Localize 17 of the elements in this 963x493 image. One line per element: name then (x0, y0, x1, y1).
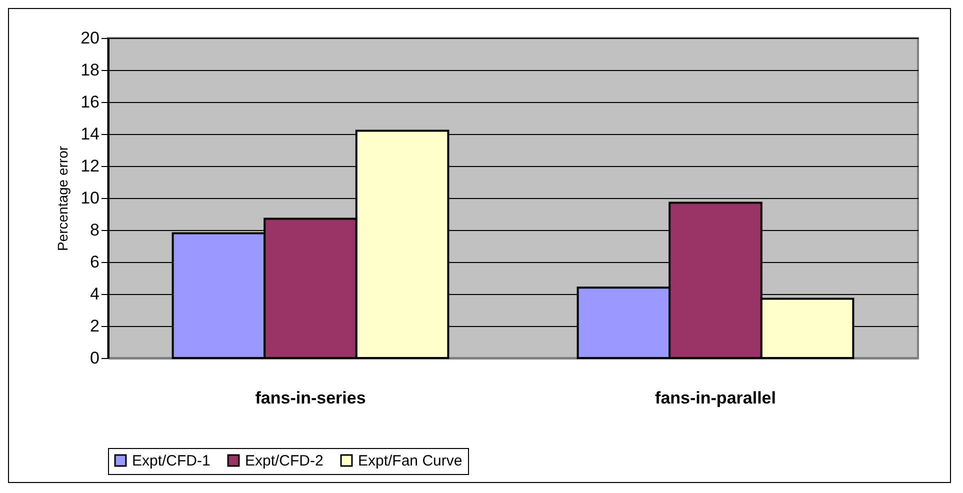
y-tick-label: 20 (80, 28, 100, 48)
legend-label: Expt/Fan Curve (358, 452, 462, 470)
legend-label: Expt/CFD-1 (132, 452, 210, 470)
y-tick-label: 4 (90, 284, 100, 304)
y-tick-label: 8 (90, 220, 100, 240)
x-tick-label: fans-in-parallel (655, 388, 776, 408)
y-tick-label: 16 (80, 92, 100, 112)
y-tick-label: 14 (80, 124, 100, 144)
y-tick-label: 18 (80, 60, 100, 80)
y-tick-label: 10 (80, 188, 100, 208)
y-tick-label: 6 (90, 252, 100, 272)
y-axis-title: Percentage error (54, 146, 71, 252)
y-tick-label: 12 (80, 156, 100, 176)
y-tick-label: 0 (90, 348, 100, 368)
x-tick-label: fans-in-series (255, 388, 366, 408)
legend-label: Expt/CFD-2 (245, 452, 324, 470)
y-tick-label: 2 (90, 316, 100, 336)
